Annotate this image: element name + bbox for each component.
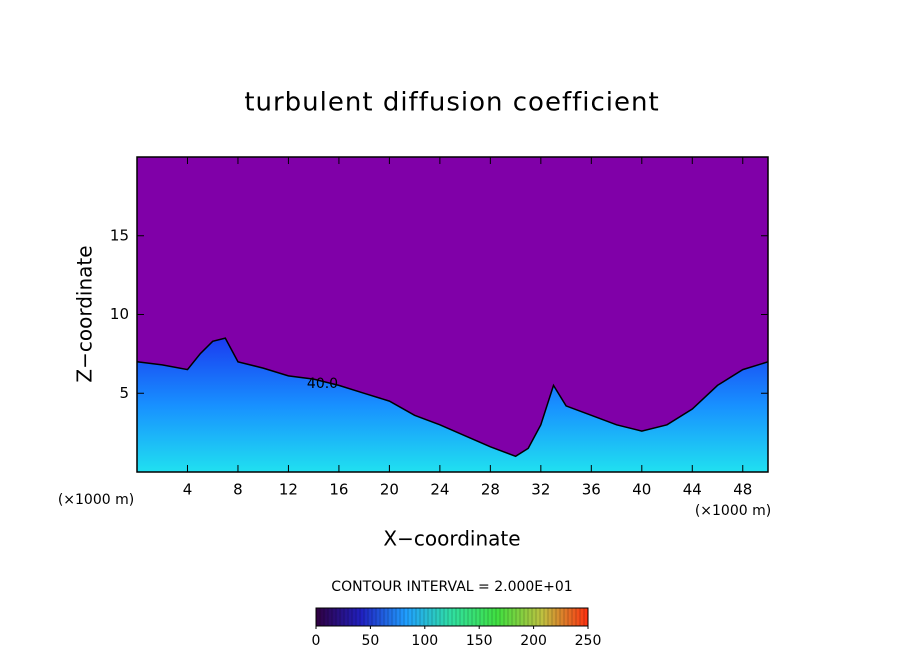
colorbar-tick-label: 0 [312,633,321,649]
colorbar-tick-label: 150 [466,633,493,649]
colorbar-tick-label: 250 [575,633,602,649]
x-tick-label: 20 [380,481,399,499]
x-tick-label: 32 [531,481,550,499]
colorbar-title: CONTOUR INTERVAL = 2.000E+01 [331,579,572,595]
colorbar-tick-label: 100 [411,633,438,649]
x-tick-label: 16 [329,481,348,499]
x-tick-label: 8 [233,481,243,499]
x-tick-label: 36 [582,481,601,499]
chart-title: turbulent diffusion coefficient [244,88,659,118]
x-unit-label: (×1000 m) [695,503,771,519]
colorbar [315,607,589,627]
colorbar-tick-label: 50 [361,633,379,649]
x-tick-label: 28 [481,481,500,499]
x-tick-label: 24 [430,481,449,499]
x-axis-label: X−coordinate [383,527,520,551]
x-unit-label: (×1000 m) [58,492,134,508]
contour-label: 40.0 [307,376,338,392]
x-tick-label: 4 [183,481,193,499]
y-tick-label: 5 [119,384,129,402]
x-tick-label: 48 [733,481,752,499]
x-tick-label: 12 [279,481,298,499]
y-tick-label: 15 [110,226,129,244]
field-area [137,338,768,472]
y-axis-label: Z−coordinate [73,245,97,382]
y-tick-label: 10 [110,305,129,323]
colorbar-tick-label: 200 [520,633,547,649]
x-tick-label: 44 [683,481,702,499]
contour-line [136,337,769,458]
x-tick-label: 40 [632,481,651,499]
